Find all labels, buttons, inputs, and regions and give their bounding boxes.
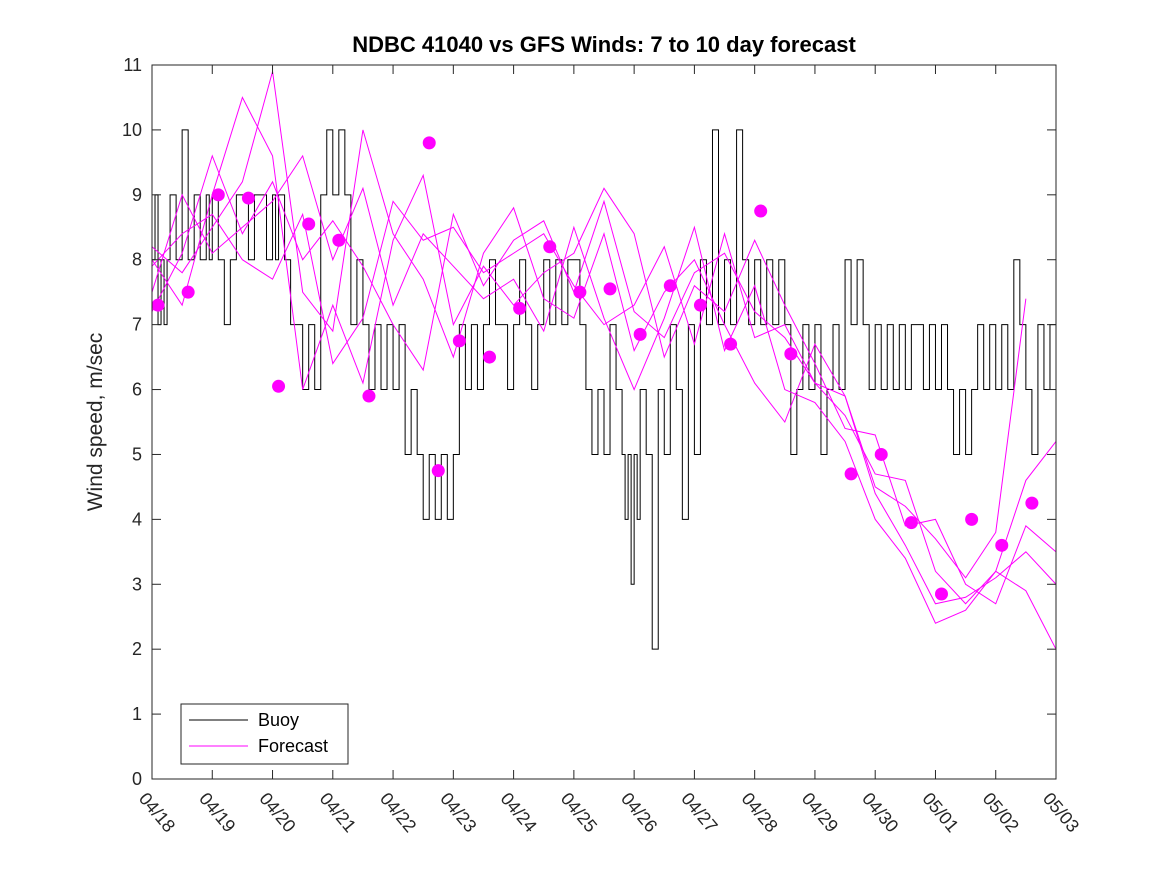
y-tick-label: 5 [132,444,142,464]
y-tick-label: 0 [132,769,142,789]
forecast-marker [181,285,195,299]
forecast-marker [482,350,496,364]
forecast-marker [965,512,979,526]
forecast-marker [754,204,768,218]
forecast-marker [422,136,436,150]
forecast-marker [272,379,286,393]
y-axis-label: Wind speed, m/sec [84,333,107,512]
y-tick-label: 10 [122,120,142,140]
forecast-marker [995,538,1009,552]
forecast-series-line-5 [151,200,1027,579]
forecast-marker [302,217,316,231]
forecast-marker [633,327,647,341]
forecast-series-line-4 [151,154,1057,650]
forecast-marker [784,347,798,361]
forecast-marker [431,464,445,478]
y-tick-label: 1 [132,704,142,724]
forecast-marker [1025,496,1039,510]
y-tick-label: 8 [132,250,142,270]
forecast-marker [151,298,165,312]
legend-forecast-label: Forecast [258,736,328,756]
forecast-marker [724,337,738,351]
forecast-series-line-2 [151,96,1057,605]
y-tick-label: 3 [132,574,142,594]
forecast-marker [663,279,677,293]
forecast-marker [603,282,617,296]
y-tick-label: 7 [132,315,142,335]
series-layer [151,71,1057,650]
forecast-series-line-1 [151,154,1057,605]
y-tick-label: 11 [123,55,142,75]
axes-box [151,64,1057,780]
forecast-marker [934,587,948,601]
forecast-marker [362,389,376,403]
forecast-marker [904,516,918,530]
forecast-marker [693,298,707,312]
forecast-marker [211,188,225,202]
forecast-marker [513,301,527,315]
forecast-marker [543,240,557,254]
forecast-marker [573,285,587,299]
legend-box [180,703,349,765]
y-tick-label: 9 [132,185,142,205]
legend-buoy-label: Buoy [258,710,299,730]
forecast-marker [452,334,466,348]
y-ticks: 0 1 2 3 4 5 6 7 8 9 10 11 [122,55,1056,789]
forecast-marker [332,233,346,247]
forecast-marker [844,467,858,481]
buoy-series-line [152,129,1057,650]
y-tick-label: 6 [132,380,142,400]
y-tick-label: 4 [132,509,142,529]
chart-title: NDBC 41040 vs GFS Winds: 7 to 10 day for… [352,32,856,57]
y-tick-label: 2 [132,639,142,659]
forecast-series-line-3 [151,71,1057,605]
legend: Buoy Forecast [180,703,349,765]
forecast-marker [241,191,255,205]
forecast-marker [874,447,888,461]
